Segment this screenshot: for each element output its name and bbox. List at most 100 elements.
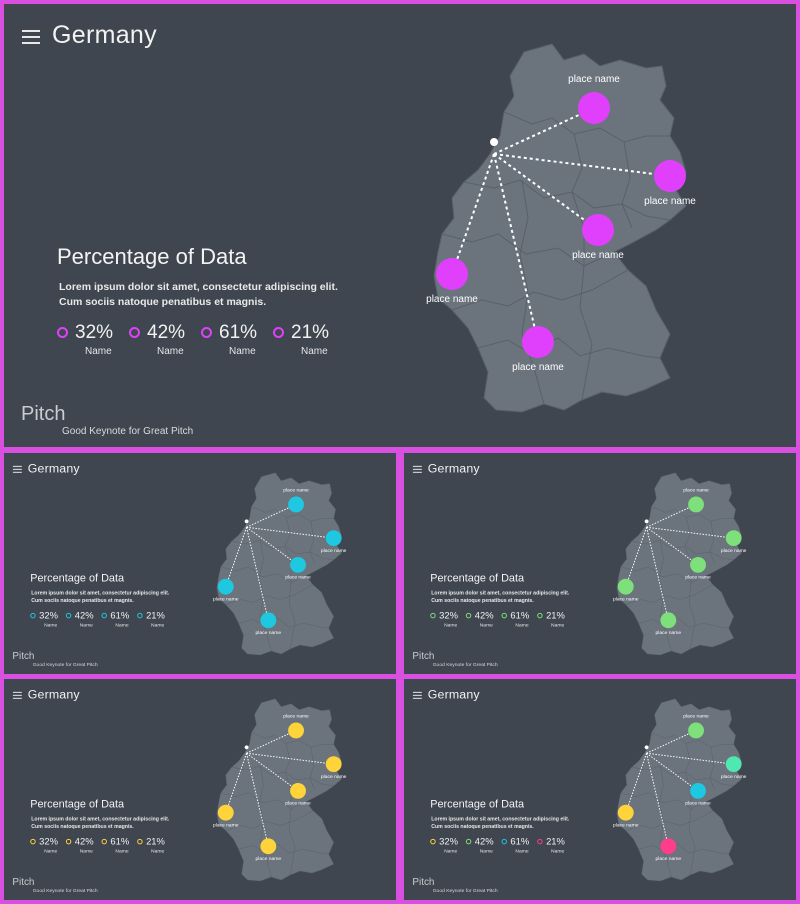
place-name-label: place name <box>285 801 311 807</box>
slide-magenta[interactable]: Germany place name place name place name pl… <box>4 4 796 447</box>
stat-label: Name <box>44 622 58 628</box>
stat-value: 21% <box>146 836 165 847</box>
slide-mixed[interactable]: Germany place name place name place name pl… <box>404 679 796 900</box>
stat-label: Name <box>79 848 93 854</box>
germany-map: place name place name place name place name… <box>426 43 696 413</box>
location-marker[interactable] <box>436 258 468 290</box>
place-name-label: place name <box>656 630 682 636</box>
page-title: Germany <box>427 687 480 702</box>
place-name-label: place name <box>283 714 309 720</box>
menu-icon[interactable] <box>12 691 22 700</box>
location-marker[interactable] <box>654 160 686 192</box>
location-pin-icon <box>244 745 249 755</box>
location-pin-icon <box>644 745 649 755</box>
connection-line <box>646 504 697 528</box>
location-marker[interactable] <box>290 556 306 573</box>
location-marker[interactable] <box>690 782 706 799</box>
stat-label: Name <box>115 622 129 628</box>
logo: Pitch <box>12 650 35 662</box>
stat-value: 32% <box>439 836 458 847</box>
logo: Pitch <box>412 876 435 888</box>
germany-map: place name place name place name place name… <box>213 698 347 882</box>
location-marker[interactable] <box>288 722 304 739</box>
stat-value: 61% <box>510 610 530 621</box>
place-name-label: place name <box>321 774 347 780</box>
stat-ring-icon <box>465 838 472 845</box>
stat-value: 32% <box>39 610 58 621</box>
page-title: Germany <box>27 687 80 702</box>
slide-yellow[interactable]: Germany place name place name place name pl… <box>4 679 396 900</box>
location-marker[interactable] <box>288 496 304 513</box>
stat-value: 61% <box>219 322 258 343</box>
connection-lines <box>625 504 734 621</box>
location-marker[interactable] <box>617 578 634 595</box>
description-text: Lorem ipsum dolor sit amet, consectetur … <box>31 816 170 830</box>
location-marker[interactable] <box>217 578 234 595</box>
section-heading: Percentage of Data <box>57 244 247 269</box>
place-name-label: place name <box>644 196 696 207</box>
section-heading: Percentage of Data <box>30 797 125 811</box>
stat-label: Name <box>301 346 328 357</box>
menu-icon[interactable] <box>22 28 40 46</box>
place-name-label: place name <box>683 714 709 720</box>
location-marker[interactable] <box>290 782 306 799</box>
connection-line <box>246 527 269 621</box>
description-text: Lorem ipsum dolor sit amet, consectetur … <box>431 590 570 604</box>
tagline: Good Keynote for Great Pitch <box>32 887 98 894</box>
connection-line <box>646 730 697 754</box>
location-marker[interactable] <box>660 612 677 629</box>
stat-ring-icon <box>101 838 107 845</box>
place-name-label: place name <box>256 856 282 862</box>
location-marker[interactable] <box>217 804 234 821</box>
connection-line <box>493 153 539 343</box>
place-name-label: place name <box>321 548 347 554</box>
connection-line <box>646 527 669 621</box>
menu-icon[interactable] <box>412 691 422 700</box>
location-marker[interactable] <box>325 756 342 773</box>
stat-ring-icon <box>537 838 543 845</box>
location-marker[interactable] <box>578 92 610 124</box>
location-marker[interactable] <box>260 612 277 629</box>
slide-cyan[interactable]: Germany place name place name place name pl… <box>4 453 396 674</box>
place-name-label: place name <box>656 856 682 862</box>
location-marker[interactable] <box>617 804 634 821</box>
stat-value: 61% <box>110 610 130 621</box>
location-marker[interactable] <box>522 326 554 358</box>
stat-value: 42% <box>474 610 494 621</box>
stat-label: Name <box>79 622 93 628</box>
place-name-label: place name <box>721 548 747 554</box>
germany-map-shape <box>616 472 742 656</box>
location-pin-icon <box>644 519 649 529</box>
place-name-label: place name <box>685 801 711 807</box>
stat-ring-icon <box>30 838 36 845</box>
place-name-label: place name <box>721 774 747 780</box>
place-name-label: place name <box>256 630 282 636</box>
germany-map: place name place name place name place name… <box>613 698 747 882</box>
location-pin-icon <box>490 138 499 156</box>
stat-ring-icon <box>201 327 212 338</box>
location-marker[interactable] <box>688 496 704 513</box>
location-marker[interactable] <box>260 838 277 855</box>
location-marker[interactable] <box>690 556 706 573</box>
stat-label: Name <box>479 622 493 628</box>
slide-green[interactable]: Germany place name place name place name pl… <box>404 453 796 674</box>
stat-label: Name <box>157 346 184 357</box>
location-marker[interactable] <box>325 530 342 547</box>
stat-label: Name <box>444 622 458 628</box>
page-title: Germany <box>52 21 157 49</box>
location-marker[interactable] <box>660 838 677 855</box>
stat-value: 21% <box>546 610 565 621</box>
menu-icon[interactable] <box>12 465 22 474</box>
place-name-label: place name <box>685 575 711 581</box>
location-marker[interactable] <box>725 756 742 773</box>
location-marker[interactable] <box>725 530 742 547</box>
connection-line <box>246 753 269 847</box>
menu-icon[interactable] <box>412 465 422 474</box>
location-marker[interactable] <box>582 214 614 246</box>
connection-lines <box>225 504 334 621</box>
stat-ring-icon <box>430 612 436 619</box>
stat-label: Name <box>44 848 58 854</box>
stat-label: Name <box>515 622 529 628</box>
connection-lines <box>625 730 734 847</box>
location-marker[interactable] <box>688 722 704 739</box>
